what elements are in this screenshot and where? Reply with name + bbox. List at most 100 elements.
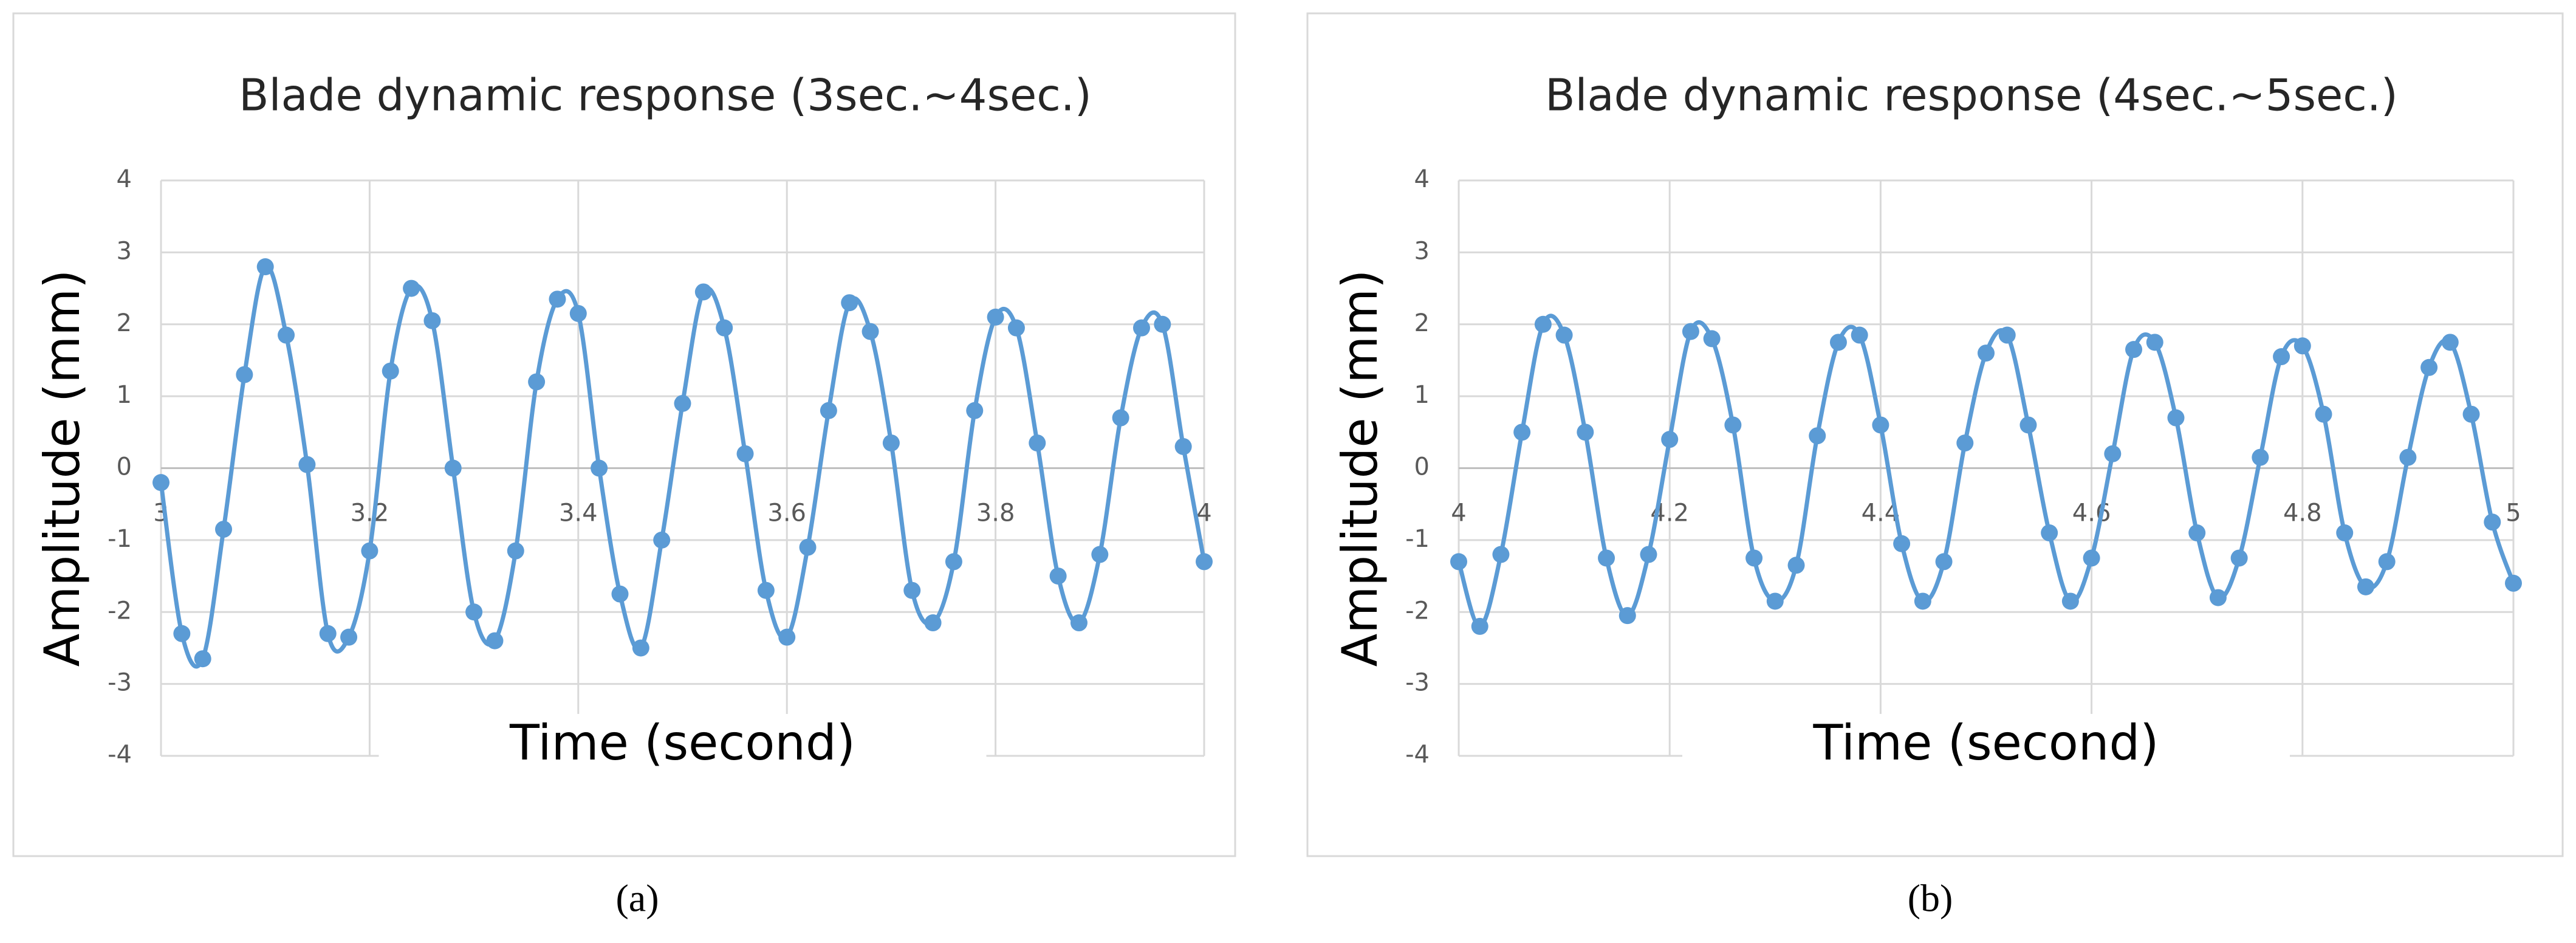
data-point (1978, 345, 1995, 362)
data-point (2188, 524, 2206, 542)
x-tick-label: 3.2 (351, 499, 389, 527)
data-point (611, 585, 629, 603)
data-point (319, 625, 337, 642)
data-point (674, 394, 691, 412)
data-point (966, 402, 984, 419)
data-point (1787, 557, 1805, 574)
data-point (1132, 319, 1150, 337)
data-point (987, 308, 1004, 326)
data-point (924, 614, 942, 632)
data-point (2484, 513, 2501, 531)
data-point (2083, 549, 2100, 567)
data-point (1724, 416, 1742, 434)
data-point (236, 366, 253, 383)
data-point (549, 290, 566, 308)
data-point (2336, 524, 2354, 542)
data-point (256, 258, 274, 276)
y-tick-label: -1 (1405, 525, 1430, 553)
x-tick-label: 3.8 (976, 499, 1015, 527)
data-point (486, 632, 504, 650)
data-point (1745, 549, 1763, 567)
y-tick-label: -4 (1405, 741, 1430, 769)
x-tick-label: 4.8 (2283, 499, 2322, 527)
data-point (340, 628, 358, 646)
y-tick-label: 4 (1414, 165, 1430, 193)
data-point (1829, 334, 1847, 351)
data-point (2061, 592, 2079, 610)
data-point (757, 581, 775, 599)
y-tick-label: 0 (117, 453, 132, 481)
data-point (1598, 549, 1615, 567)
data-point (2104, 445, 2122, 462)
data-point (2462, 405, 2480, 423)
data-point (1851, 326, 1868, 344)
data-point (2146, 334, 2163, 351)
data-point (361, 542, 379, 560)
data-point (152, 474, 170, 492)
x-title-bg (1682, 714, 2290, 781)
data-point (2252, 448, 2269, 466)
x-title-bg (379, 714, 987, 781)
data-point (1049, 568, 1067, 585)
y-tick-label: 1 (1414, 381, 1430, 409)
data-point (465, 603, 483, 621)
x-tick-label: 5 (2506, 499, 2521, 527)
data-point (591, 459, 608, 477)
y-axis-title: Amplitude (mm) (34, 270, 91, 667)
y-tick-label: 2 (117, 309, 132, 337)
x-tick-label: 3.4 (559, 499, 598, 527)
data-point (694, 283, 712, 301)
chart-title: Blade dynamic response (4sec.~5sec.) (1545, 70, 2398, 121)
data-point (2441, 334, 2459, 351)
x-axis-title: Time (second) (509, 715, 855, 771)
data-point (1007, 319, 1025, 337)
data-point (2209, 589, 2227, 606)
data-point (2315, 405, 2332, 423)
chart-title: Blade dynamic response (3sec.~4sec.) (239, 70, 1092, 121)
data-point (215, 521, 233, 538)
data-point (2019, 416, 2037, 434)
y-tick-label: -3 (1405, 669, 1430, 697)
y-tick-label: 2 (1414, 309, 1430, 337)
data-point (1703, 330, 1721, 348)
data-point (841, 294, 858, 312)
data-point (2399, 448, 2417, 466)
data-point (1766, 592, 1784, 610)
data-point (945, 553, 962, 571)
x-axis-title: Time (second) (1813, 715, 2159, 771)
data-point (1682, 323, 1699, 340)
data-point (2293, 337, 2311, 355)
data-point (799, 538, 817, 556)
data-line (159, 264, 1207, 669)
data-point (298, 456, 316, 473)
y-tick-label: -4 (108, 741, 132, 769)
data-point (194, 650, 211, 668)
data-point (1661, 431, 1679, 448)
data-point (2273, 348, 2290, 366)
data-point (2420, 358, 2438, 376)
x-tick-label: 4 (1451, 499, 1466, 527)
data-point (2167, 409, 2185, 427)
data-point (1640, 546, 1657, 563)
data-point (1914, 592, 1931, 610)
data-point (1492, 546, 1510, 563)
y-tick-label: -2 (1405, 597, 1430, 625)
data-point (444, 459, 462, 477)
data-point (2125, 341, 2143, 358)
y-tick-label: 1 (117, 381, 132, 409)
data-point (903, 581, 921, 599)
data-point (716, 319, 733, 337)
data-point (1154, 315, 1171, 333)
data-point (1893, 535, 1911, 552)
y-tick-label: 3 (1414, 237, 1430, 265)
data-point (1935, 553, 1953, 571)
data-point (2505, 574, 2522, 592)
data-point (1196, 553, 1213, 571)
data-point (1998, 326, 2016, 344)
data-point (1471, 617, 1488, 635)
data-point (173, 625, 191, 642)
data-point (1029, 434, 1046, 452)
data-point (820, 402, 837, 419)
data-point (882, 434, 900, 452)
